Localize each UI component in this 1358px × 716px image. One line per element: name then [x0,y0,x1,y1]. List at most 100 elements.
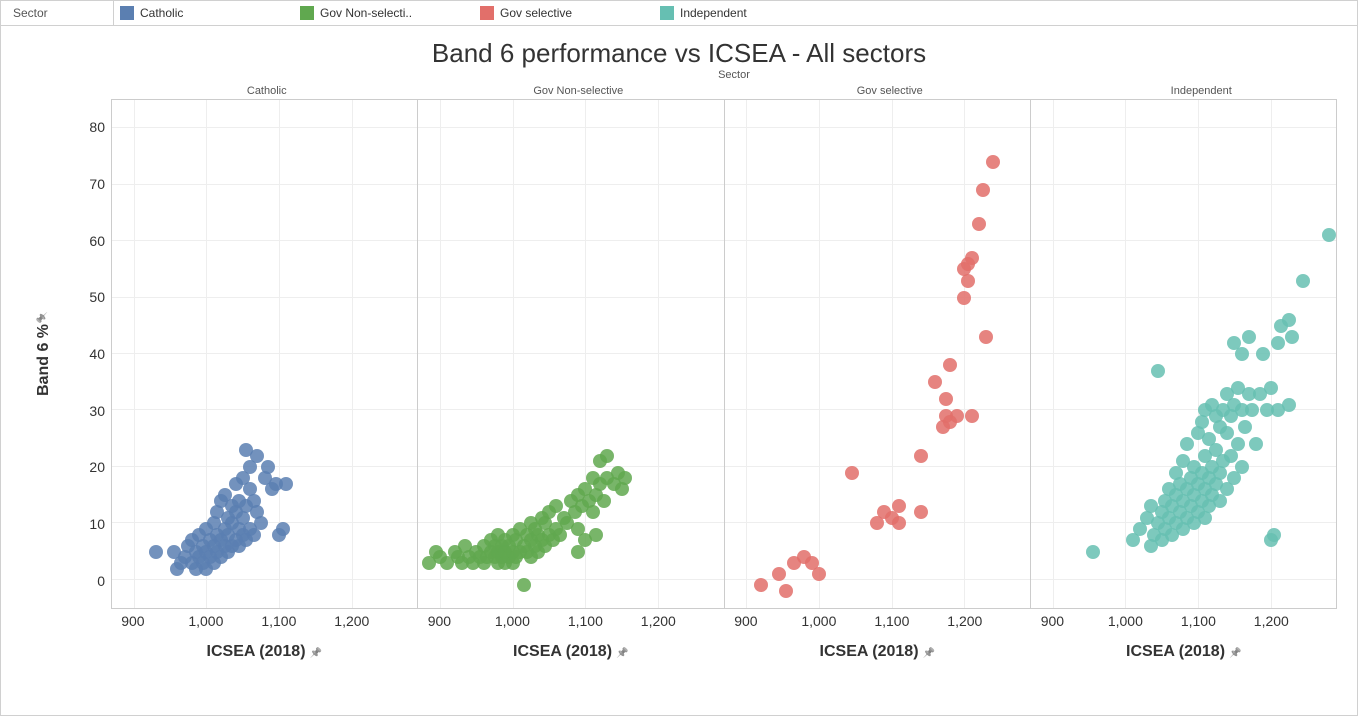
data-point[interactable] [950,409,964,423]
data-point[interactable] [1249,437,1263,451]
y-tick: 20 [89,459,105,475]
legend-item-label: Catholic [140,6,183,20]
data-point[interactable] [1322,228,1336,242]
x-tick: 1,200 [947,613,982,629]
legend-swatch [480,6,494,20]
data-point[interactable] [779,584,793,598]
x-axis: 9001,0001,1001,200ICSEA (2018) [111,609,418,667]
legend-swatch [660,6,674,20]
panel-gov-non-selective[interactable] [417,100,723,609]
data-point[interactable] [1235,460,1249,474]
data-point[interactable] [961,274,975,288]
data-point[interactable] [1220,426,1234,440]
y-tick: 40 [89,346,105,362]
data-point[interactable] [914,449,928,463]
data-point[interactable] [589,528,603,542]
x-tick: 1,200 [641,613,676,629]
legend-title: Sector [1,1,114,25]
data-point[interactable] [1245,403,1259,417]
plot-row: Band 6 % 01020304050607080 [33,99,1357,609]
data-point[interactable] [914,505,928,519]
data-point[interactable] [979,330,993,344]
data-point[interactable] [1235,347,1249,361]
panel-gov-selective[interactable] [724,100,1030,609]
x-axis: 9001,0001,1001,200ICSEA (2018) [724,609,1031,667]
data-point[interactable] [1242,330,1256,344]
y-axis: 01020304050607080 [55,99,111,609]
x-axis-title[interactable]: ICSEA (2018) [724,643,1031,661]
data-point[interactable] [1296,274,1310,288]
x-tick: 1,000 [495,613,530,629]
data-point[interactable] [1264,381,1278,395]
data-point[interactable] [892,516,906,530]
y-tick: 70 [89,176,105,192]
y-axis-title[interactable]: Band 6 % [33,99,55,609]
legend-item-3[interactable]: Independent [660,6,840,20]
data-point[interactable] [1086,545,1100,559]
x-axis-row: 9001,0001,1001,200ICSEA (2018)9001,0001,… [111,609,1337,667]
data-point[interactable] [845,466,859,480]
data-point[interactable] [1256,347,1270,361]
panel-catholic[interactable] [111,100,417,609]
data-point[interactable] [276,522,290,536]
data-point[interactable] [1282,398,1296,412]
data-point[interactable] [571,545,585,559]
data-point[interactable] [586,505,600,519]
data-point[interactable] [1151,364,1165,378]
data-point[interactable] [618,471,632,485]
legend-swatch [120,6,134,20]
data-point[interactable] [254,516,268,530]
data-point[interactable] [250,449,264,463]
x-axis: 9001,0001,1001,200ICSEA (2018) [1031,609,1338,667]
data-point[interactable] [754,578,768,592]
data-point[interactable] [261,460,275,474]
data-point[interactable] [600,449,614,463]
x-tick: 1,200 [1254,613,1289,629]
x-tick: 1,100 [874,613,909,629]
legend-item-2[interactable]: Gov selective [480,6,660,20]
data-point[interactable] [149,545,163,559]
data-point[interactable] [943,358,957,372]
data-point[interactable] [986,155,1000,169]
data-point[interactable] [1180,437,1194,451]
x-axis-title[interactable]: ICSEA (2018) [111,643,418,661]
y-tick: 10 [89,516,105,532]
y-tick: 50 [89,289,105,305]
x-tick: 1,000 [188,613,223,629]
panel-independent[interactable] [1030,100,1337,609]
data-point[interactable] [1238,420,1252,434]
x-tick: 1,000 [1108,613,1143,629]
x-tick: 1,000 [801,613,836,629]
data-point[interactable] [957,291,971,305]
data-point[interactable] [965,251,979,265]
legend-swatch [300,6,314,20]
chart-area: Band 6 performance vs ICSEA - All sector… [0,26,1358,716]
data-point[interactable] [939,392,953,406]
data-point[interactable] [812,567,826,581]
x-axis-title[interactable]: ICSEA (2018) [1031,643,1338,661]
data-point[interactable] [517,578,531,592]
legend-item-0[interactable]: Catholic [120,6,300,20]
legend-item-label: Gov Non-selecti.. [320,6,412,20]
legend-item-label: Independent [680,6,747,20]
data-point[interactable] [279,477,293,491]
legend-item-1[interactable]: Gov Non-selecti.. [300,6,480,20]
chart-title: Band 6 performance vs ICSEA - All sector… [1,38,1357,69]
data-point[interactable] [892,499,906,513]
data-point[interactable] [1285,330,1299,344]
data-point[interactable] [965,409,979,423]
x-axis-title[interactable]: ICSEA (2018) [418,643,725,661]
x-tick: 1,200 [334,613,369,629]
data-point[interactable] [972,217,986,231]
x-tick: 900 [428,613,451,629]
x-tick: 1,100 [568,613,603,629]
legend-bar: Sector Catholic Gov Non-selecti.. Gov sele… [0,0,1358,26]
data-point[interactable] [1282,313,1296,327]
data-point[interactable] [928,375,942,389]
data-point[interactable] [976,183,990,197]
data-point[interactable] [1231,437,1245,451]
data-point[interactable] [597,494,611,508]
data-point[interactable] [772,567,786,581]
data-point[interactable] [1271,336,1285,350]
data-point[interactable] [1267,528,1281,542]
